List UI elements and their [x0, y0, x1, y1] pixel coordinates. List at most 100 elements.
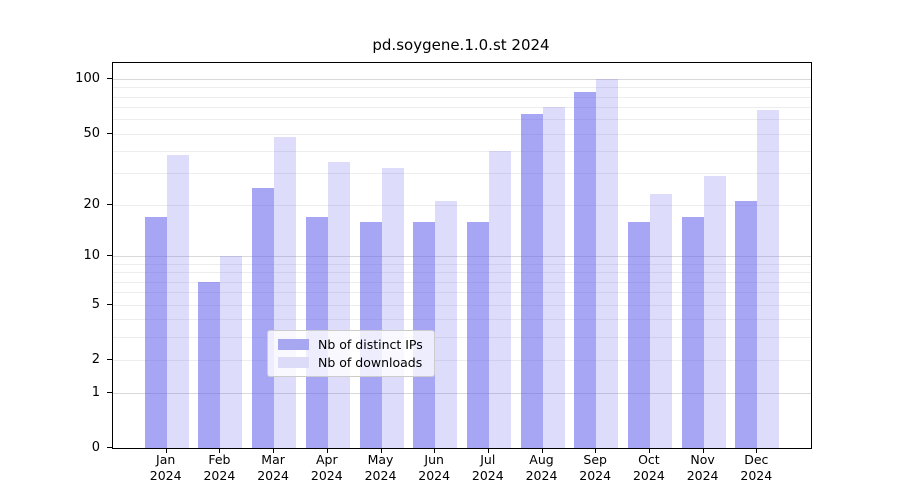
year-label: 2024 — [310, 468, 343, 483]
x-tick-label: Oct 2024 — [614, 452, 684, 484]
x-tick-mark — [487, 448, 489, 453]
y-tick-mark — [107, 203, 112, 205]
x-tick-mark — [595, 448, 597, 453]
bar-distinct-ips — [681, 216, 704, 448]
x-tick-mark — [702, 448, 704, 453]
x-tick-label: Aug 2024 — [507, 452, 577, 484]
x-tick-mark — [165, 448, 167, 453]
y-tick-mark — [107, 78, 112, 79]
bar-downloads — [166, 155, 189, 448]
legend-label-downloads: Nb of downloads — [318, 355, 423, 370]
year-label: 2024 — [525, 468, 558, 483]
month-label: Apr — [315, 452, 338, 467]
minor-gridline — [113, 304, 811, 306]
x-tick-label: Jun 2024 — [399, 452, 469, 484]
y-tick-label: 1 — [91, 384, 100, 400]
major-gridline — [113, 256, 811, 258]
minor-gridline — [113, 119, 811, 121]
month-label: Sep — [583, 452, 607, 467]
x-tick-label: Feb 2024 — [184, 452, 254, 484]
minor-gridline — [113, 337, 811, 339]
x-tick-label: May 2024 — [346, 452, 416, 484]
month-label: Jan — [156, 452, 176, 467]
y-tick-label: 2 — [91, 352, 100, 368]
bar-downloads — [488, 151, 511, 448]
year-label: 2024 — [632, 468, 665, 483]
month-label: May — [367, 452, 394, 467]
x-tick-label: Apr 2024 — [292, 452, 362, 484]
y-tick-mark — [107, 447, 112, 448]
x-tick-label: Mar 2024 — [238, 452, 308, 484]
legend-swatch-downloads — [278, 357, 309, 368]
bar-downloads — [327, 161, 350, 448]
bar-distinct-ips — [735, 200, 758, 448]
minor-gridline — [113, 263, 811, 265]
x-tick-mark — [648, 448, 650, 453]
minor-gridline — [113, 281, 811, 283]
y-tick-mark — [107, 132, 112, 134]
minor-gridline — [113, 272, 811, 274]
y-tick-mark — [107, 359, 112, 361]
x-tick-mark — [273, 448, 275, 453]
x-tick-label: Jan 2024 — [131, 452, 201, 484]
bar-downloads — [703, 176, 726, 448]
legend-item-distinct-ips: Nb of distinct IPs — [278, 337, 423, 352]
y-tick-label: 20 — [83, 196, 100, 212]
bar-distinct-ips — [252, 187, 275, 448]
month-label: Oct — [638, 452, 660, 467]
bar-downloads — [381, 168, 404, 448]
legend: Nb of distinct IPs Nb of downloads — [267, 330, 435, 377]
y-tick-mark — [107, 255, 112, 257]
year-label: 2024 — [257, 468, 289, 483]
x-tick-mark — [434, 448, 436, 453]
year-label: 2024 — [418, 468, 451, 483]
year-label: 2024 — [471, 468, 504, 483]
bar-distinct-ips — [466, 221, 489, 448]
bar-downloads — [596, 79, 619, 448]
minor-gridline — [113, 96, 811, 98]
bar-distinct-ips — [198, 281, 221, 448]
year-label: 2024 — [203, 468, 236, 483]
month-label: Nov — [690, 452, 715, 467]
major-gridline — [113, 392, 811, 394]
year-label: 2024 — [686, 468, 719, 483]
month-label: Mar — [261, 452, 285, 467]
bar-downloads — [274, 136, 297, 448]
y-tick-label: 50 — [83, 125, 100, 141]
x-tick-label: Dec 2024 — [721, 452, 791, 484]
y-tick-label: 5 — [91, 296, 100, 312]
bar-distinct-ips — [144, 216, 167, 448]
minor-gridline — [113, 319, 811, 321]
minor-gridline — [113, 87, 811, 89]
month-label: Dec — [744, 452, 769, 467]
minor-gridline — [113, 107, 811, 109]
y-tick-label: 0 — [91, 440, 100, 455]
month-label: Aug — [529, 452, 554, 467]
bar-downloads — [542, 107, 565, 448]
chart-title: pd.soygene.1.0.st 2024 — [372, 36, 550, 54]
bar-downloads — [220, 256, 243, 448]
legend-item-downloads: Nb of downloads — [278, 355, 423, 370]
x-tick-mark — [756, 448, 758, 453]
minor-gridline — [113, 151, 811, 153]
month-label: Jun — [424, 452, 444, 467]
bar-distinct-ips — [520, 114, 543, 448]
y-tick-label: 100 — [75, 71, 100, 86]
bar-downloads — [757, 109, 780, 448]
minor-gridline — [113, 173, 811, 175]
minor-gridline — [113, 360, 811, 362]
year-label: 2024 — [364, 468, 397, 483]
y-tick-mark — [107, 391, 112, 393]
x-tick-mark — [326, 448, 328, 453]
x-tick-label: Sep 2024 — [560, 452, 630, 484]
bar-distinct-ips — [627, 221, 650, 448]
legend-label-distinct-ips: Nb of distinct IPs — [318, 337, 423, 352]
bar-downloads — [649, 193, 672, 448]
minor-gridline — [113, 204, 811, 206]
year-label: 2024 — [579, 468, 612, 483]
year-label: 2024 — [149, 468, 182, 483]
month-label: Feb — [208, 452, 231, 467]
x-tick-label: Nov 2024 — [668, 452, 738, 484]
month-label: Jul — [480, 452, 496, 467]
